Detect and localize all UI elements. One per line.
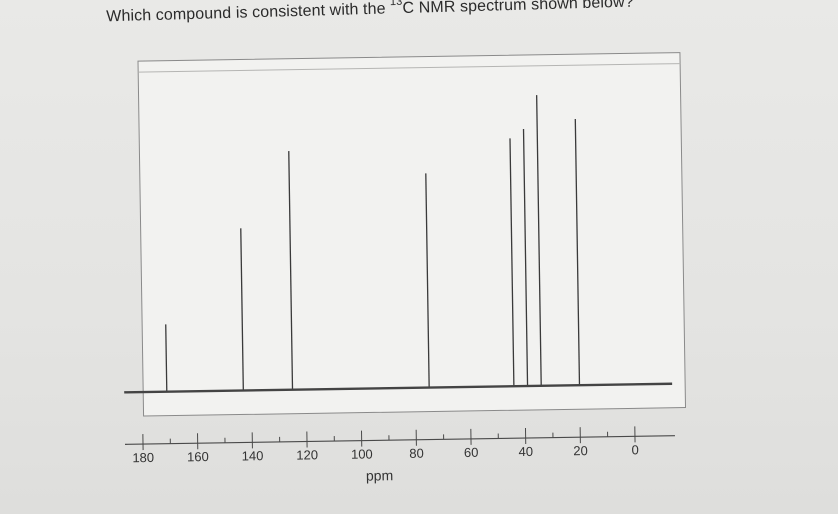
plot-frame [137, 52, 687, 417]
peak-3 [425, 173, 430, 388]
plot-top-rule [138, 63, 681, 73]
peak-2 [288, 151, 294, 390]
tick-label-60: 60 [464, 445, 479, 460]
peak-0 [165, 324, 168, 392]
tick-label-180: 180 [132, 450, 154, 465]
peak-4 [509, 138, 515, 387]
peaks-group [165, 95, 581, 392]
tick-label-20: 20 [573, 443, 588, 458]
tick-label-160: 160 [187, 449, 209, 464]
tick-label-40: 40 [518, 444, 533, 459]
x-axis-ticks: 180 160 140 120 100 80 60 40 20 0 [132, 426, 639, 465]
peak-6 [536, 95, 542, 386]
peak-7 [574, 119, 581, 386]
x-axis-label: ppm [366, 467, 393, 483]
tick-label-120: 120 [296, 447, 318, 462]
baseline [124, 382, 673, 394]
peak-5 [522, 128, 529, 387]
tick-label-140: 140 [242, 448, 264, 463]
tick-label-100: 100 [351, 446, 373, 461]
tick-label-0: 0 [631, 442, 638, 457]
x-axis-line [125, 435, 675, 445]
peak-1 [240, 228, 244, 391]
tick-label-80: 80 [409, 446, 424, 461]
